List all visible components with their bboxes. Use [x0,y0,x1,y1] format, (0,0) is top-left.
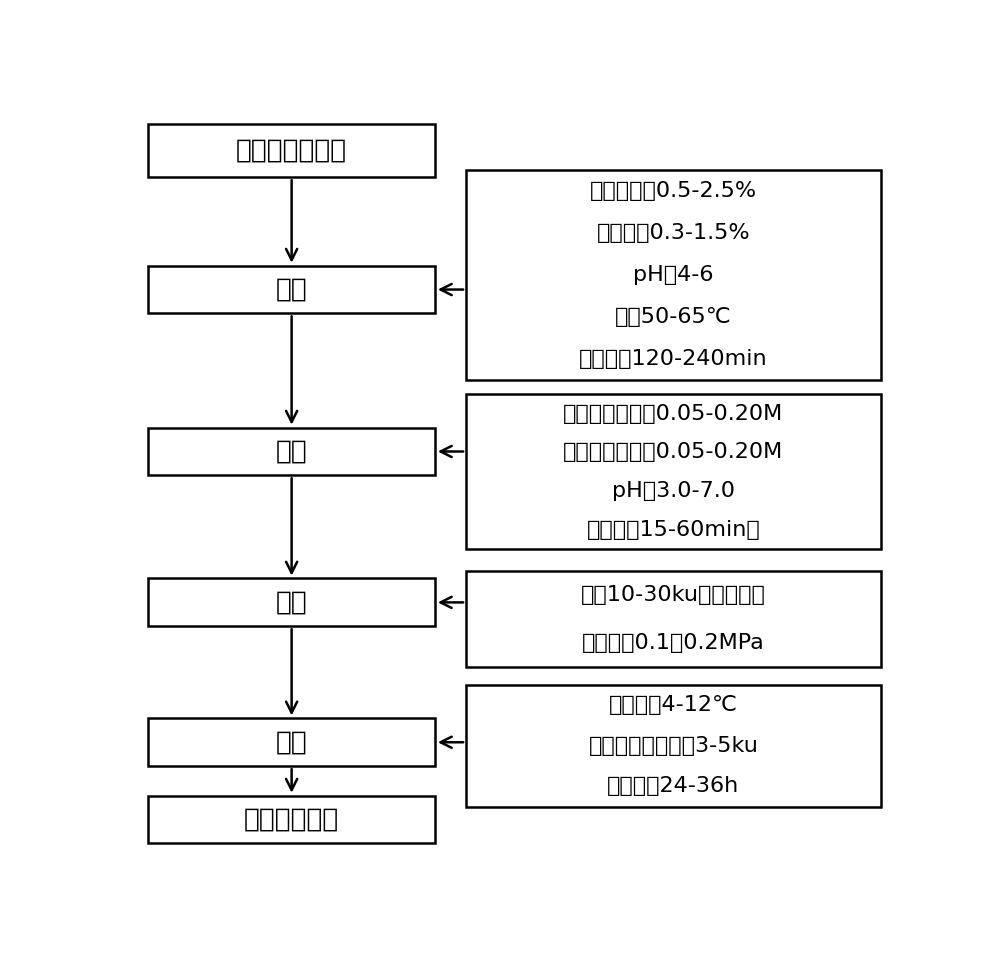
Bar [466,170,881,380]
Text: 接枝: 接枝 [276,439,308,465]
Text: 解酒低聚果胶: 解酒低聚果胶 [244,807,339,833]
Text: 分离: 分离 [276,590,308,616]
Text: pH值4-6: pH值4-6 [633,265,714,285]
Text: 收集10-30ku分子量滤液: 收集10-30ku分子量滤液 [581,585,766,605]
Text: 过氧化氢浓度为0.05-0.20M: 过氧化氢浓度为0.05-0.20M [563,443,783,463]
Text: 酶解时间120-240min: 酶解时间120-240min [579,349,768,369]
Text: 透析时间24-36h: 透析时间24-36h [607,776,739,796]
Text: pH值3.0-7.0: pH值3.0-7.0 [612,481,735,501]
Text: 天然砂糖桔果胶: 天然砂糖桔果胶 [236,138,347,163]
Bar [148,124,435,177]
Bar [148,427,435,475]
Text: 醇沉温度4-12℃: 醇沉温度4-12℃ [609,695,738,715]
Bar [148,718,435,766]
Text: 纤维素酶0.3-1.5%: 纤维素酶0.3-1.5% [596,223,750,243]
Bar [466,685,881,807]
Text: 过滤压力0.1～0.2MPa: 过滤压力0.1～0.2MPa [582,633,765,653]
Text: 果胶裂解酶0.5-2.5%: 果胶裂解酶0.5-2.5% [590,181,757,201]
Bar [466,571,881,667]
Text: 透析袋截留分子量3-5ku: 透析袋截留分子量3-5ku [588,736,758,756]
Bar [466,395,881,549]
Bar [148,266,435,314]
Bar [148,795,435,843]
Text: 温度50-65℃: 温度50-65℃ [615,307,732,327]
Bar [148,578,435,626]
Text: 酶解: 酶解 [276,276,308,302]
Text: 提纯: 提纯 [276,729,308,755]
Text: 抗坏血酸浓度为0.05-0.20M: 抗坏血酸浓度为0.05-0.20M [563,403,783,424]
Text: 反应时间15-60min。: 反应时间15-60min。 [586,520,760,540]
